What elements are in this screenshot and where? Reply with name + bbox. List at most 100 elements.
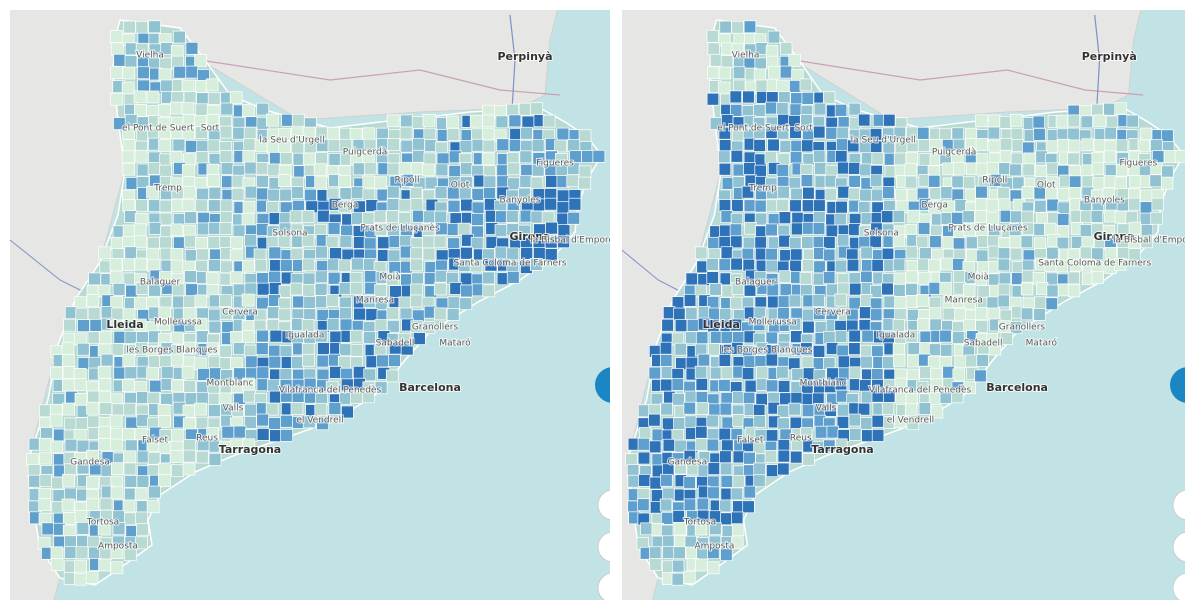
municipality[interactable]	[777, 462, 790, 476]
municipality[interactable]	[813, 260, 826, 274]
municipality[interactable]	[649, 546, 662, 560]
municipality[interactable]	[495, 115, 509, 129]
municipality[interactable]	[74, 559, 87, 573]
municipality[interactable]	[706, 66, 720, 80]
municipality[interactable]	[1046, 284, 1059, 298]
municipality[interactable]	[231, 174, 245, 188]
municipality[interactable]	[148, 221, 162, 235]
municipality[interactable]	[789, 80, 802, 93]
municipality[interactable]	[765, 45, 779, 58]
municipality[interactable]	[1045, 140, 1059, 154]
municipality[interactable]	[506, 270, 520, 284]
municipality[interactable]	[1021, 210, 1034, 224]
municipality[interactable]	[857, 201, 871, 214]
municipality[interactable]	[801, 236, 814, 249]
municipality[interactable]	[339, 235, 353, 249]
municipality[interactable]	[1091, 270, 1105, 284]
municipality[interactable]	[460, 246, 473, 260]
municipality[interactable]	[136, 331, 149, 344]
municipality[interactable]	[159, 212, 173, 226]
municipality[interactable]	[413, 332, 426, 345]
municipality[interactable]	[74, 392, 88, 406]
municipality[interactable]	[182, 163, 195, 177]
municipality[interactable]	[302, 152, 316, 166]
municipality[interactable]	[267, 306, 280, 320]
municipality[interactable]	[326, 294, 339, 307]
municipality[interactable]	[1150, 139, 1163, 152]
municipality[interactable]	[208, 453, 222, 466]
municipality[interactable]	[707, 486, 720, 500]
municipality[interactable]	[849, 428, 862, 441]
municipality[interactable]	[146, 90, 160, 104]
municipality[interactable]	[905, 329, 918, 343]
municipality[interactable]	[1020, 282, 1034, 296]
municipality[interactable]	[581, 150, 594, 163]
municipality[interactable]	[365, 355, 379, 369]
municipality[interactable]	[952, 331, 965, 344]
municipality[interactable]	[1009, 247, 1023, 261]
municipality[interactable]	[893, 284, 906, 297]
municipality[interactable]	[459, 297, 473, 311]
municipality[interactable]	[124, 475, 138, 488]
municipality[interactable]	[718, 499, 732, 513]
municipality[interactable]	[860, 270, 873, 284]
municipality[interactable]	[97, 522, 111, 536]
municipality[interactable]	[508, 139, 522, 152]
municipality[interactable]	[743, 451, 756, 465]
municipality[interactable]	[137, 66, 150, 80]
municipality[interactable]	[471, 188, 485, 201]
municipality[interactable]	[1151, 197, 1164, 211]
municipality[interactable]	[449, 282, 463, 295]
municipality[interactable]	[718, 199, 732, 212]
municipality[interactable]	[814, 425, 828, 439]
municipality[interactable]	[158, 414, 171, 428]
municipality[interactable]	[50, 558, 64, 571]
municipality[interactable]	[987, 126, 1001, 140]
municipality[interactable]	[964, 354, 978, 368]
municipality[interactable]	[446, 115, 459, 129]
municipality[interactable]	[696, 402, 709, 415]
municipality[interactable]	[469, 259, 483, 273]
municipality[interactable]	[459, 140, 473, 154]
municipality[interactable]	[374, 284, 387, 297]
municipality[interactable]	[939, 127, 952, 141]
municipality[interactable]	[731, 282, 745, 296]
municipality[interactable]	[835, 389, 849, 403]
municipality[interactable]	[917, 126, 930, 140]
municipality[interactable]	[1104, 139, 1117, 153]
municipality[interactable]	[280, 429, 293, 442]
municipality[interactable]	[208, 153, 222, 166]
municipality[interactable]	[871, 429, 885, 442]
municipality[interactable]	[62, 473, 75, 487]
municipality[interactable]	[365, 199, 379, 212]
municipality[interactable]	[98, 331, 112, 345]
municipality[interactable]	[279, 368, 293, 381]
municipality[interactable]	[709, 282, 722, 296]
municipality[interactable]	[280, 414, 293, 428]
municipality[interactable]	[928, 281, 941, 295]
municipality[interactable]	[124, 246, 138, 260]
municipality[interactable]	[660, 366, 674, 379]
municipality[interactable]	[1020, 307, 1034, 321]
municipality[interactable]	[673, 307, 686, 321]
municipality[interactable]	[195, 199, 208, 213]
municipality[interactable]	[339, 343, 352, 357]
municipality[interactable]	[835, 200, 848, 214]
municipality[interactable]	[362, 175, 376, 189]
municipality[interactable]	[208, 186, 222, 200]
municipality[interactable]	[695, 378, 708, 391]
municipality[interactable]	[719, 20, 732, 34]
municipality[interactable]	[182, 462, 196, 476]
municipality[interactable]	[813, 199, 826, 213]
municipality[interactable]	[1057, 188, 1070, 201]
municipality[interactable]	[939, 343, 953, 357]
municipality[interactable]	[882, 356, 895, 369]
municipality[interactable]	[410, 198, 424, 211]
municipality[interactable]	[743, 355, 756, 369]
municipality[interactable]	[244, 403, 258, 417]
municipality[interactable]	[136, 523, 149, 537]
municipality[interactable]	[1104, 246, 1118, 260]
municipality[interactable]	[387, 249, 401, 263]
municipality[interactable]	[789, 236, 802, 250]
municipality[interactable]	[123, 20, 136, 34]
